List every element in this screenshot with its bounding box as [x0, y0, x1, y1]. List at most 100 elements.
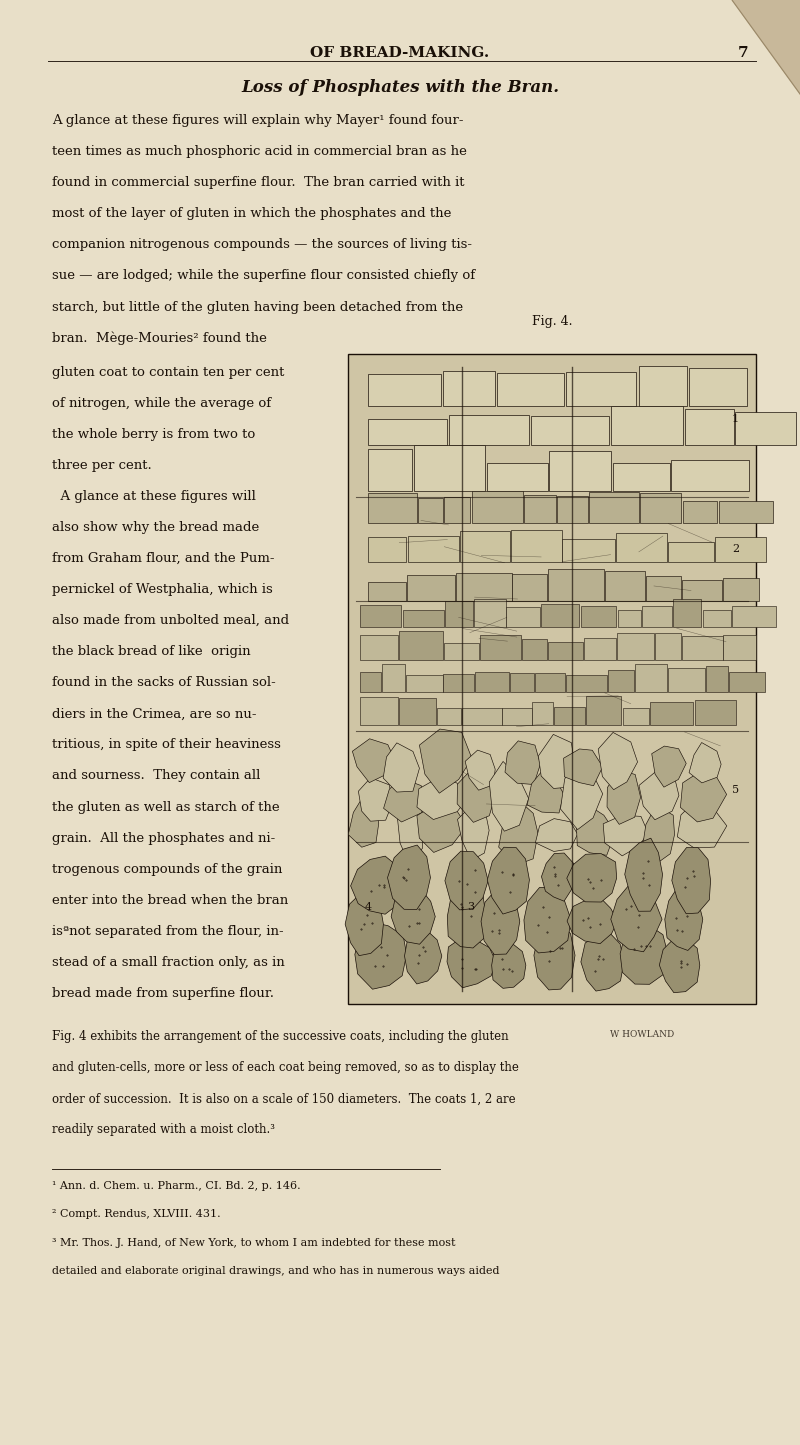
Polygon shape — [383, 777, 428, 822]
Polygon shape — [417, 780, 467, 819]
Text: of nitrogen, while the average of: of nitrogen, while the average of — [52, 396, 271, 409]
Text: ³ Mr. Thos. J. Hand, of New York, to whom I am indebted for these most: ³ Mr. Thos. J. Hand, of New York, to who… — [52, 1238, 455, 1247]
Polygon shape — [659, 938, 700, 993]
Polygon shape — [408, 536, 458, 562]
Polygon shape — [723, 636, 756, 659]
Text: 3: 3 — [467, 902, 474, 912]
Polygon shape — [369, 419, 447, 445]
Text: the gluten as well as starch of the: the gluten as well as starch of the — [52, 801, 280, 814]
Polygon shape — [576, 806, 615, 855]
Polygon shape — [398, 631, 443, 659]
Polygon shape — [606, 571, 646, 601]
Polygon shape — [535, 819, 578, 851]
Polygon shape — [538, 734, 575, 789]
Text: starch, but little of the gluten having been detached from the: starch, but little of the gluten having … — [52, 301, 463, 314]
Text: found in commercial superfine flour.  The bran carried with it: found in commercial superfine flour. The… — [52, 176, 465, 189]
Polygon shape — [589, 493, 639, 523]
Text: pernickel of Westphalia, which is: pernickel of Westphalia, which is — [52, 582, 273, 595]
Text: sue — are lodged; while the superfine flour consisted chiefly of: sue — are lodged; while the superfine fl… — [52, 269, 475, 282]
Polygon shape — [617, 633, 654, 659]
Text: readily separated with a moist cloth.³: readily separated with a moist cloth.³ — [52, 1124, 275, 1136]
Text: OF BREAD-MAKING.: OF BREAD-MAKING. — [310, 46, 490, 61]
Polygon shape — [567, 897, 618, 944]
Polygon shape — [460, 532, 510, 562]
Polygon shape — [405, 929, 442, 984]
Polygon shape — [497, 373, 564, 406]
Polygon shape — [639, 493, 682, 523]
Polygon shape — [481, 890, 520, 954]
Polygon shape — [475, 672, 509, 692]
Polygon shape — [474, 600, 506, 627]
Polygon shape — [510, 673, 534, 692]
Polygon shape — [345, 892, 383, 955]
Text: ¹ Ann. d. Chem. u. Pharm., CI. Bd. 2, p. 146.: ¹ Ann. d. Chem. u. Pharm., CI. Bd. 2, p.… — [52, 1181, 301, 1191]
Polygon shape — [403, 610, 444, 627]
Polygon shape — [634, 663, 667, 692]
Polygon shape — [524, 887, 571, 952]
Polygon shape — [457, 769, 496, 822]
Polygon shape — [450, 415, 529, 445]
Polygon shape — [706, 666, 728, 692]
Polygon shape — [714, 538, 766, 562]
Polygon shape — [667, 542, 714, 562]
Polygon shape — [541, 604, 579, 627]
Polygon shape — [723, 578, 758, 601]
Polygon shape — [581, 932, 624, 991]
Polygon shape — [465, 750, 495, 790]
Polygon shape — [480, 636, 521, 659]
Text: teen times as much phosphoric acid in commercial bran as he: teen times as much phosphoric acid in co… — [52, 144, 467, 158]
Polygon shape — [598, 733, 638, 789]
Polygon shape — [387, 845, 430, 909]
Polygon shape — [563, 749, 602, 786]
Text: and sourness.  They contain all: and sourness. They contain all — [52, 769, 260, 782]
Polygon shape — [672, 848, 710, 913]
Polygon shape — [534, 919, 575, 990]
Text: bran.  Mège-Mouries² found the: bran. Mège-Mouries² found the — [52, 331, 267, 345]
Polygon shape — [625, 838, 662, 912]
Text: Loss of Phosphates with the Bran.: Loss of Phosphates with the Bran. — [241, 79, 559, 97]
Polygon shape — [620, 920, 668, 984]
Polygon shape — [511, 530, 562, 562]
Polygon shape — [447, 883, 486, 948]
Text: trogenous compounds of the grain: trogenous compounds of the grain — [52, 863, 282, 876]
Polygon shape — [492, 942, 526, 988]
Bar — [348, 354, 756, 1004]
Polygon shape — [581, 607, 616, 627]
Polygon shape — [522, 639, 547, 659]
Polygon shape — [531, 416, 609, 445]
Polygon shape — [486, 464, 548, 490]
Text: found in the sacks of Russian sol-: found in the sacks of Russian sol- — [52, 676, 276, 689]
Polygon shape — [614, 464, 670, 490]
Polygon shape — [444, 497, 470, 523]
Text: detailed and elaborate original drawings, and who has in numerous ways aided: detailed and elaborate original drawings… — [52, 1266, 499, 1276]
Polygon shape — [622, 708, 649, 725]
Polygon shape — [399, 698, 435, 725]
Polygon shape — [532, 702, 554, 725]
Polygon shape — [610, 886, 662, 952]
Polygon shape — [360, 605, 402, 627]
Text: grain.  All the phosphates and ni-: grain. All the phosphates and ni- — [52, 831, 275, 844]
Polygon shape — [418, 499, 443, 523]
Polygon shape — [673, 600, 702, 627]
Polygon shape — [505, 741, 540, 785]
Text: gluten coat to contain ten per cent: gluten coat to contain ten per cent — [52, 366, 284, 379]
Polygon shape — [557, 496, 589, 523]
Polygon shape — [732, 0, 800, 94]
Polygon shape — [350, 855, 402, 915]
Text: bread made from superfine flour.: bread made from superfine flour. — [52, 987, 274, 1000]
Text: three per cent.: three per cent. — [52, 458, 152, 471]
Polygon shape — [718, 501, 773, 523]
Polygon shape — [639, 772, 679, 819]
Polygon shape — [407, 575, 454, 601]
Polygon shape — [694, 701, 736, 725]
Text: 1: 1 — [732, 415, 739, 423]
Polygon shape — [487, 847, 530, 915]
Polygon shape — [550, 451, 610, 490]
Polygon shape — [414, 445, 485, 490]
Polygon shape — [735, 412, 796, 445]
Polygon shape — [512, 574, 547, 601]
Polygon shape — [584, 637, 616, 659]
Text: 7: 7 — [738, 46, 748, 61]
Polygon shape — [360, 672, 382, 692]
Text: 2: 2 — [732, 545, 739, 553]
